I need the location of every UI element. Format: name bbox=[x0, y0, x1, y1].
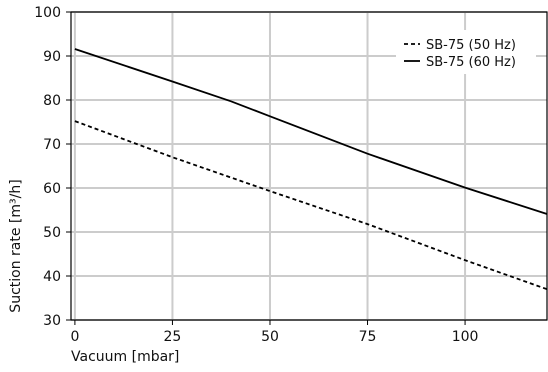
x-tick-label: 100 bbox=[452, 329, 479, 345]
x-tick-label: 50 bbox=[261, 329, 279, 345]
y-tick-label: 90 bbox=[43, 49, 61, 65]
y-axis-label: Suction rate [m³/h] bbox=[8, 179, 24, 312]
y-tick-label: 70 bbox=[43, 137, 61, 153]
legend-label-2: SB-75 (60 Hz) bbox=[426, 55, 516, 70]
x-tick-label: 0 bbox=[70, 329, 79, 345]
y-tick-label: 30 bbox=[43, 313, 61, 329]
legend: SB-75 (50 Hz) SB-75 (60 Hz) bbox=[396, 30, 536, 74]
x-tick-label: 25 bbox=[164, 329, 182, 345]
y-tick-label: 80 bbox=[43, 93, 61, 109]
series-lines bbox=[74, 48, 548, 291]
series-line-1 bbox=[74, 120, 548, 291]
plot-frame bbox=[70, 11, 548, 321]
y-tick-label: 60 bbox=[43, 181, 61, 197]
y-tick-label: 100 bbox=[34, 5, 61, 21]
y-tick-label: 40 bbox=[43, 269, 61, 285]
x-axis-ticks: 0 25 50 75 100 bbox=[70, 320, 478, 345]
y-axis-ticks: 30 40 50 60 70 80 90 100 bbox=[34, 5, 71, 329]
legend-label-1: SB-75 (50 Hz) bbox=[426, 38, 516, 53]
series-line-2 bbox=[74, 48, 548, 215]
x-tick-label: 75 bbox=[359, 329, 377, 345]
y-tick-label: 50 bbox=[43, 225, 61, 241]
x-axis-label: Vacuum [mbar] bbox=[71, 349, 179, 365]
legend-background bbox=[396, 30, 536, 74]
